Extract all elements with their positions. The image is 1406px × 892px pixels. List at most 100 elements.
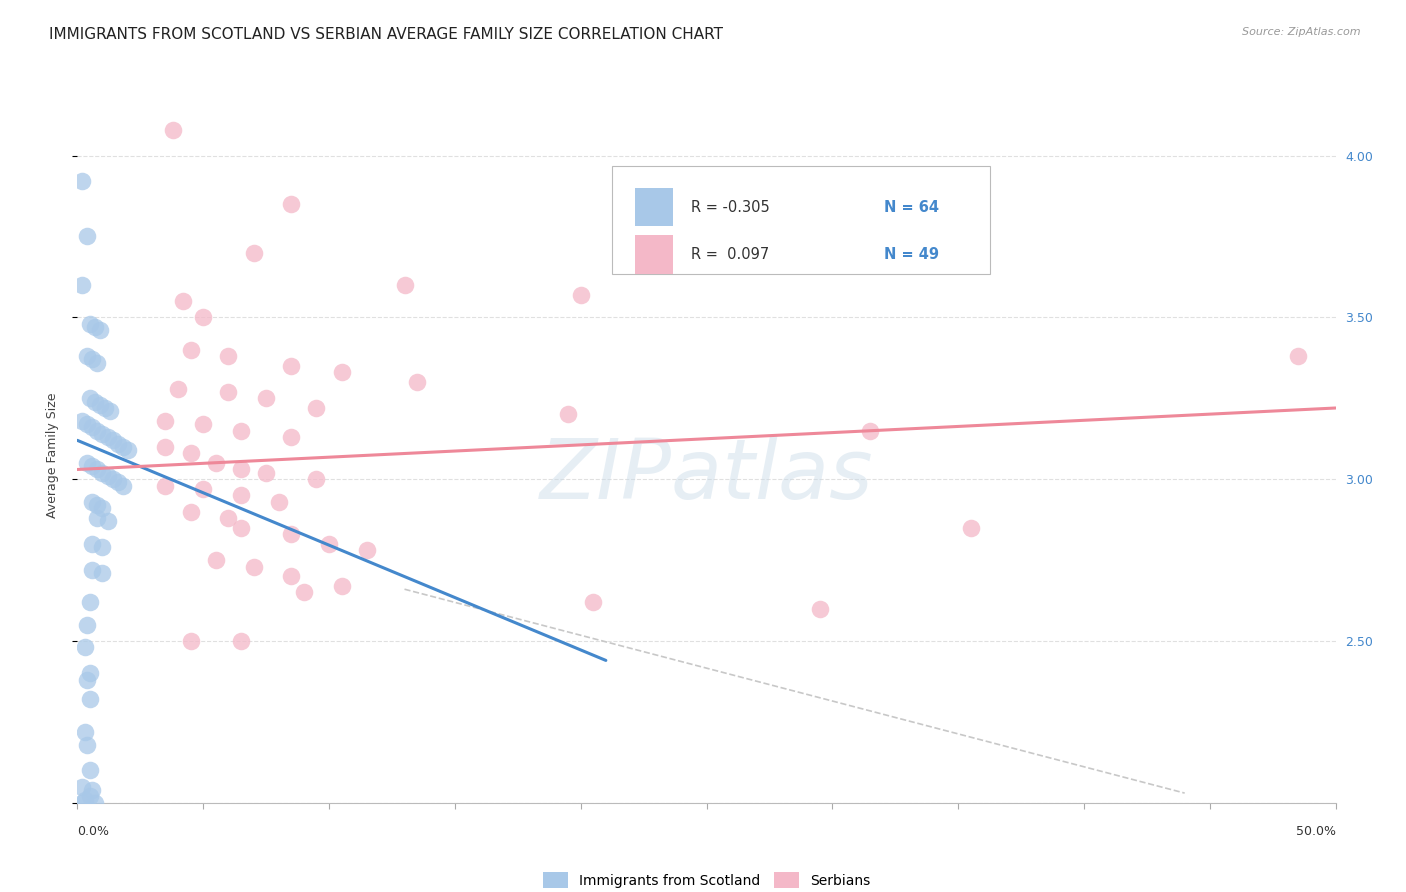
Legend: Immigrants from Scotland, Serbians: Immigrants from Scotland, Serbians — [543, 872, 870, 888]
Point — [86, 356, 108, 370]
Point — [79, 764, 101, 778]
Point — [155, 414, 177, 428]
Point — [569, 287, 592, 301]
Point — [73, 792, 96, 806]
Point — [162, 122, 184, 136]
Point — [280, 527, 302, 541]
Point — [217, 511, 239, 525]
Point — [76, 673, 98, 687]
Text: Source: ZipAtlas.com: Source: ZipAtlas.com — [1243, 27, 1361, 37]
Point — [96, 430, 118, 444]
Point — [101, 434, 124, 448]
Point — [91, 501, 114, 516]
Point — [86, 462, 108, 476]
Point — [280, 430, 302, 444]
Point — [72, 174, 94, 188]
Point — [292, 585, 315, 599]
Point — [84, 394, 107, 409]
Point — [305, 472, 328, 486]
Point — [72, 796, 94, 810]
Point — [91, 566, 114, 580]
Text: IMMIGRANTS FROM SCOTLAND VS SERBIAN AVERAGE FAMILY SIZE CORRELATION CHART: IMMIGRANTS FROM SCOTLAND VS SERBIAN AVER… — [49, 27, 723, 42]
Point — [76, 617, 98, 632]
Point — [84, 796, 107, 810]
Point — [96, 514, 118, 528]
Point — [242, 559, 264, 574]
Point — [229, 521, 252, 535]
Point — [180, 634, 202, 648]
Text: ZIPatlas: ZIPatlas — [540, 435, 873, 516]
Point — [111, 478, 134, 492]
Point — [94, 401, 117, 415]
Point — [101, 472, 124, 486]
Point — [155, 440, 177, 454]
Point — [191, 310, 215, 325]
Point — [318, 537, 340, 551]
Point — [82, 537, 104, 551]
Point — [91, 540, 114, 554]
Point — [254, 466, 277, 480]
Point — [394, 278, 416, 293]
Y-axis label: Average Family Size: Average Family Size — [46, 392, 59, 517]
Point — [229, 424, 252, 438]
Point — [172, 294, 194, 309]
Point — [73, 640, 96, 655]
Point — [89, 323, 111, 337]
Point — [204, 456, 226, 470]
Point — [155, 478, 177, 492]
Point — [582, 595, 605, 609]
Point — [86, 424, 108, 438]
Point — [79, 392, 101, 406]
Point — [82, 495, 104, 509]
Point — [406, 375, 429, 389]
Point — [98, 404, 121, 418]
Point — [180, 343, 202, 357]
Point — [76, 417, 98, 432]
Text: R = -0.305: R = -0.305 — [692, 200, 770, 215]
Point — [229, 488, 252, 502]
Point — [280, 359, 302, 373]
Point — [167, 382, 190, 396]
Text: R =  0.097: R = 0.097 — [692, 247, 769, 262]
Point — [107, 436, 129, 450]
Point — [191, 417, 215, 432]
Point — [191, 482, 215, 496]
Point — [79, 692, 101, 706]
Point — [859, 424, 882, 438]
Point — [242, 245, 264, 260]
Point — [84, 320, 107, 334]
Point — [254, 392, 277, 406]
FancyBboxPatch shape — [612, 166, 990, 274]
Point — [76, 738, 98, 752]
Point — [111, 440, 134, 454]
Point — [229, 634, 252, 648]
Point — [96, 469, 118, 483]
Point — [305, 401, 328, 415]
Point — [180, 446, 202, 460]
Point — [959, 521, 981, 535]
Point — [557, 408, 579, 422]
Point — [82, 563, 104, 577]
Point — [356, 543, 378, 558]
Point — [72, 278, 94, 293]
Point — [229, 462, 252, 476]
Point — [86, 511, 108, 525]
Text: 0.0%: 0.0% — [77, 825, 110, 838]
Point — [107, 475, 129, 490]
Point — [217, 349, 239, 363]
Point — [72, 414, 94, 428]
Point — [76, 456, 98, 470]
Point — [267, 495, 290, 509]
Point — [82, 420, 104, 434]
Point — [82, 352, 104, 367]
Point — [217, 384, 239, 399]
Text: N = 64: N = 64 — [884, 200, 939, 215]
Point — [180, 504, 202, 518]
Point — [79, 317, 101, 331]
Point — [1286, 349, 1309, 363]
Point — [79, 595, 101, 609]
Point — [117, 443, 139, 458]
Text: 50.0%: 50.0% — [1296, 825, 1336, 838]
Point — [91, 466, 114, 480]
Bar — [634, 235, 672, 274]
